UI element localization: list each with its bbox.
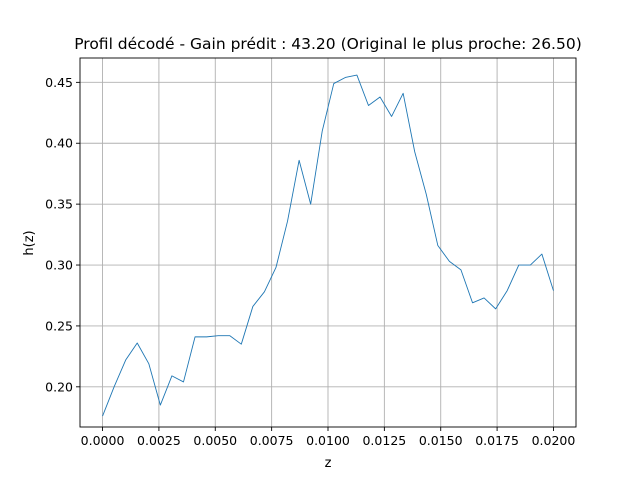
- x-tick-label: 0.0000: [81, 433, 125, 448]
- y-tick-label: 0.35: [45, 197, 73, 212]
- x-tick-label: 0.0100: [306, 433, 350, 448]
- y-tick-label: 0.45: [45, 75, 73, 90]
- y-tick-label: 0.40: [45, 136, 73, 151]
- x-tick-label: 0.0200: [532, 433, 576, 448]
- y-axis-label: h(z): [22, 230, 37, 255]
- x-tick-label: 0.0050: [193, 433, 237, 448]
- grid: [80, 58, 576, 427]
- x-tick-label: 0.0025: [137, 433, 181, 448]
- x-tick-label: 0.0175: [475, 433, 519, 448]
- y-tick-label: 0.20: [45, 379, 73, 394]
- chart-title: Profil décodé - Gain prédit : 43.20 (Ori…: [74, 35, 582, 53]
- y-tick-label: 0.30: [45, 258, 73, 273]
- series-layer: [102, 74, 554, 417]
- x-tick-label: 0.0075: [250, 433, 294, 448]
- series-line: [102, 74, 554, 417]
- x-tick-label: 0.0125: [362, 433, 406, 448]
- x-axis-label: z: [325, 456, 332, 471]
- y-tick-label: 0.25: [45, 318, 73, 333]
- axis-ticks: 0.0000 0.0025 0.0050 0.0075 0.0100 0.0125 0.01…: [45, 75, 575, 448]
- x-tick-label: 0.0150: [419, 433, 463, 448]
